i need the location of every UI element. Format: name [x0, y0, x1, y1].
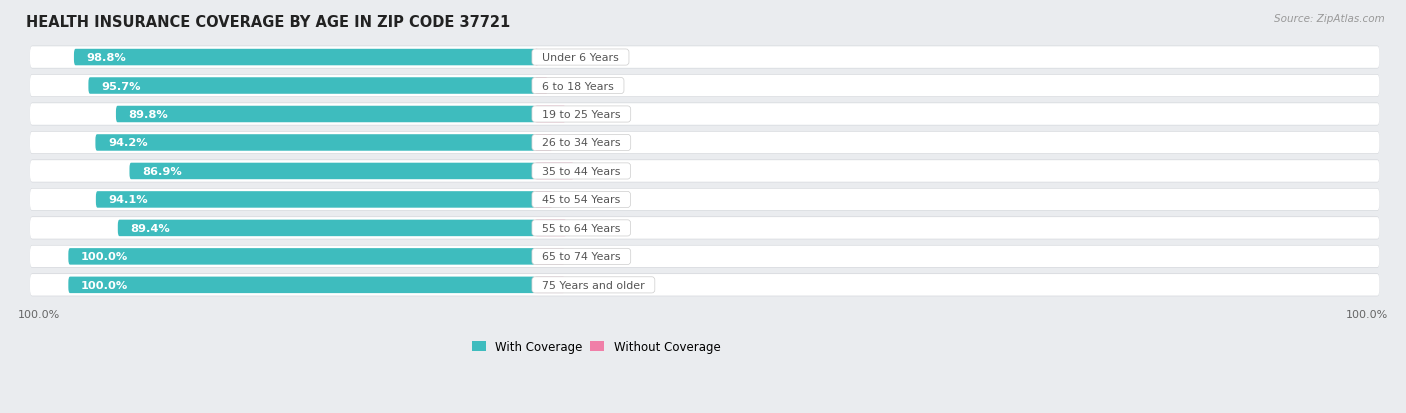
Text: 75 Years and older: 75 Years and older: [536, 280, 652, 290]
FancyBboxPatch shape: [536, 107, 565, 123]
FancyBboxPatch shape: [118, 220, 536, 237]
FancyBboxPatch shape: [89, 78, 536, 95]
Text: 55 to 64 Years: 55 to 64 Years: [536, 223, 627, 233]
FancyBboxPatch shape: [536, 220, 567, 237]
Text: Under 6 Years: Under 6 Years: [536, 53, 626, 63]
Text: 0.0%: 0.0%: [544, 280, 572, 290]
Text: 5.9%: 5.9%: [561, 195, 591, 205]
Text: 26 to 34 Years: 26 to 34 Years: [536, 138, 627, 148]
FancyBboxPatch shape: [30, 245, 1379, 268]
Text: 10.6%: 10.6%: [575, 223, 612, 233]
FancyBboxPatch shape: [30, 274, 1379, 296]
FancyBboxPatch shape: [30, 217, 1379, 240]
FancyBboxPatch shape: [30, 189, 1379, 211]
Text: 65 to 74 Years: 65 to 74 Years: [536, 252, 627, 262]
Text: 35 to 44 Years: 35 to 44 Years: [536, 166, 627, 176]
FancyBboxPatch shape: [30, 246, 1379, 268]
FancyBboxPatch shape: [30, 160, 1379, 183]
FancyBboxPatch shape: [30, 218, 1379, 239]
Text: Source: ZipAtlas.com: Source: ZipAtlas.com: [1274, 14, 1385, 24]
FancyBboxPatch shape: [30, 161, 1379, 182]
Text: 98.8%: 98.8%: [87, 53, 127, 63]
Text: 94.1%: 94.1%: [108, 195, 148, 205]
FancyBboxPatch shape: [69, 277, 536, 293]
Text: 5.8%: 5.8%: [561, 138, 589, 148]
Text: 45 to 54 Years: 45 to 54 Years: [536, 195, 627, 205]
FancyBboxPatch shape: [536, 277, 565, 293]
FancyBboxPatch shape: [30, 104, 1379, 126]
Legend: With Coverage, Without Coverage: With Coverage, Without Coverage: [467, 335, 725, 358]
FancyBboxPatch shape: [536, 78, 548, 95]
FancyBboxPatch shape: [30, 103, 1379, 126]
Text: HEALTH INSURANCE COVERAGE BY AGE IN ZIP CODE 37721: HEALTH INSURANCE COVERAGE BY AGE IN ZIP …: [25, 15, 510, 30]
FancyBboxPatch shape: [115, 107, 536, 123]
Text: 0.0%: 0.0%: [544, 252, 572, 262]
Text: 6 to 18 Years: 6 to 18 Years: [536, 81, 621, 91]
FancyBboxPatch shape: [30, 132, 1379, 154]
FancyBboxPatch shape: [30, 47, 1379, 69]
Text: 89.4%: 89.4%: [131, 223, 170, 233]
FancyBboxPatch shape: [536, 50, 538, 66]
Text: 10.3%: 10.3%: [574, 110, 610, 120]
FancyBboxPatch shape: [96, 192, 536, 208]
Text: 4.3%: 4.3%: [557, 81, 585, 91]
Text: 1.2%: 1.2%: [547, 53, 576, 63]
FancyBboxPatch shape: [30, 47, 1379, 69]
FancyBboxPatch shape: [30, 132, 1379, 154]
Text: 19 to 25 Years: 19 to 25 Years: [536, 110, 627, 120]
FancyBboxPatch shape: [536, 249, 565, 265]
Text: 13.1%: 13.1%: [582, 166, 619, 176]
Text: 95.7%: 95.7%: [101, 81, 141, 91]
FancyBboxPatch shape: [536, 135, 553, 152]
FancyBboxPatch shape: [129, 163, 536, 180]
Text: 89.8%: 89.8%: [129, 110, 169, 120]
FancyBboxPatch shape: [69, 249, 536, 265]
FancyBboxPatch shape: [536, 192, 553, 208]
FancyBboxPatch shape: [30, 75, 1379, 98]
Text: 100.0%: 100.0%: [82, 252, 128, 262]
Text: 86.9%: 86.9%: [142, 166, 181, 176]
FancyBboxPatch shape: [30, 76, 1379, 97]
Text: 94.2%: 94.2%: [108, 138, 148, 148]
FancyBboxPatch shape: [96, 135, 536, 152]
FancyBboxPatch shape: [75, 50, 536, 66]
Text: 100.0%: 100.0%: [82, 280, 128, 290]
FancyBboxPatch shape: [30, 189, 1379, 211]
FancyBboxPatch shape: [30, 274, 1379, 297]
FancyBboxPatch shape: [536, 163, 574, 180]
